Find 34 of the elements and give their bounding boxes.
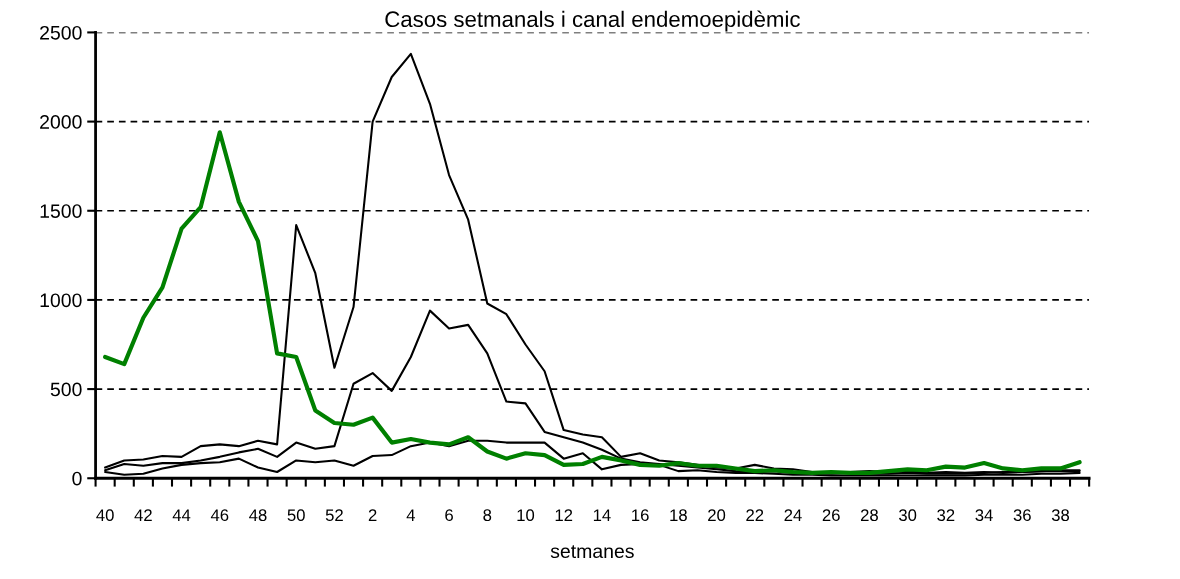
x-tick-label: 6 [445,509,453,522]
x-tick-label: 4 [406,509,415,521]
x-axis-title: setmanes [550,545,634,559]
chart-title: Casos setmanals i canal endemoepidèmic [385,10,800,32]
x-tick-label: 16 [632,509,649,522]
x-tick-label: 30 [898,509,917,522]
x-tick-label: 28 [860,509,878,522]
x-tick-label: 52 [325,509,343,522]
x-tick-label: 32 [937,509,955,522]
x-tick-label: 8 [483,509,492,522]
x-tick-label: 22 [746,509,764,521]
x-tick-label: 26 [822,509,840,522]
x-tick-label: 36 [1013,509,1031,522]
x-tick-label: 42 [134,509,152,521]
y-tick-label: 500 [50,382,82,397]
x-tick-label: 20 [708,509,726,522]
x-tick-label: 38 [1051,509,1070,522]
x-tick-label: 2 [368,509,377,521]
x-tick-label: 18 [670,509,687,522]
y-tick-label: 1500 [40,204,82,218]
x-tick-label: 48 [249,509,267,522]
y-tick-label: 2000 [40,115,82,129]
x-tick-label: 12 [555,509,573,521]
x-tick-label: 50 [287,509,305,522]
x-tick-label: 10 [517,509,535,522]
x-tick-label: 46 [210,509,229,522]
x-tick-label: 44 [172,509,191,521]
x-tick-label: 34 [975,509,993,522]
x-tick-label: 24 [784,509,802,521]
y-tick-label: 2500 [40,25,82,40]
x-tick-label: 14 [593,509,611,521]
y-tick-label: 1000 [40,293,82,308]
y-tick-label: 0 [72,471,82,486]
x-tick-label: 40 [96,509,114,522]
